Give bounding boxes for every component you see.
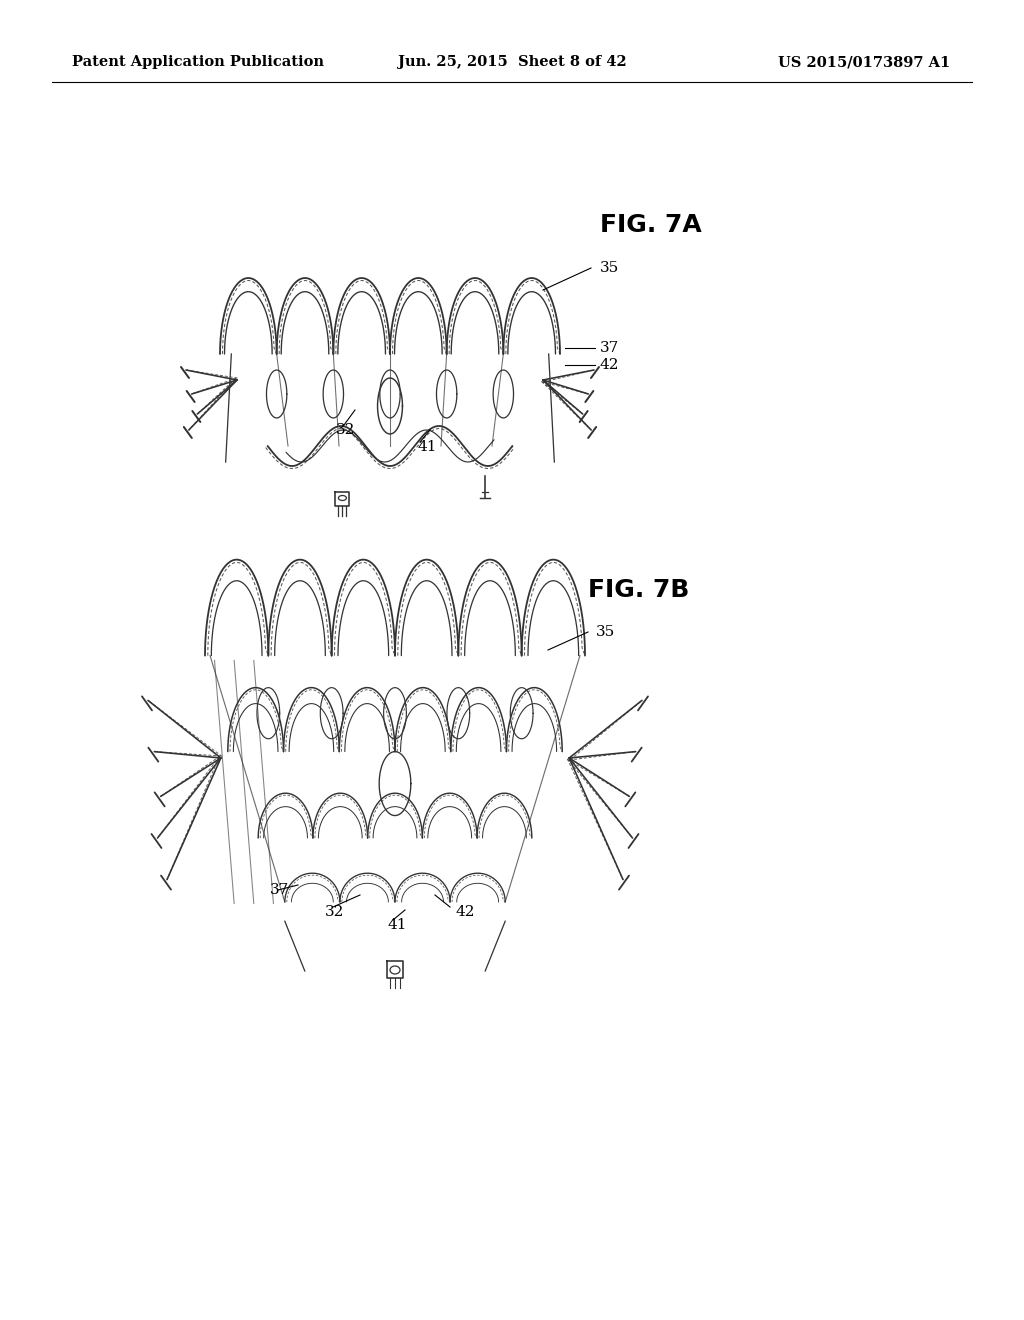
Text: FIG. 7B: FIG. 7B (588, 578, 689, 602)
Text: 41: 41 (418, 440, 437, 454)
Text: 35: 35 (600, 261, 620, 275)
Text: 42: 42 (600, 358, 620, 372)
Text: Jun. 25, 2015  Sheet 8 of 42: Jun. 25, 2015 Sheet 8 of 42 (397, 55, 627, 69)
Text: 32: 32 (325, 906, 344, 919)
Text: 32: 32 (336, 422, 355, 437)
Text: 41: 41 (388, 917, 408, 932)
Text: 37: 37 (270, 883, 289, 898)
Text: FIG. 7A: FIG. 7A (600, 213, 701, 238)
Text: 35: 35 (596, 624, 615, 639)
Text: 42: 42 (455, 906, 474, 919)
Text: US 2015/0173897 A1: US 2015/0173897 A1 (778, 55, 950, 69)
Text: Patent Application Publication: Patent Application Publication (72, 55, 324, 69)
Text: 37: 37 (600, 341, 620, 355)
